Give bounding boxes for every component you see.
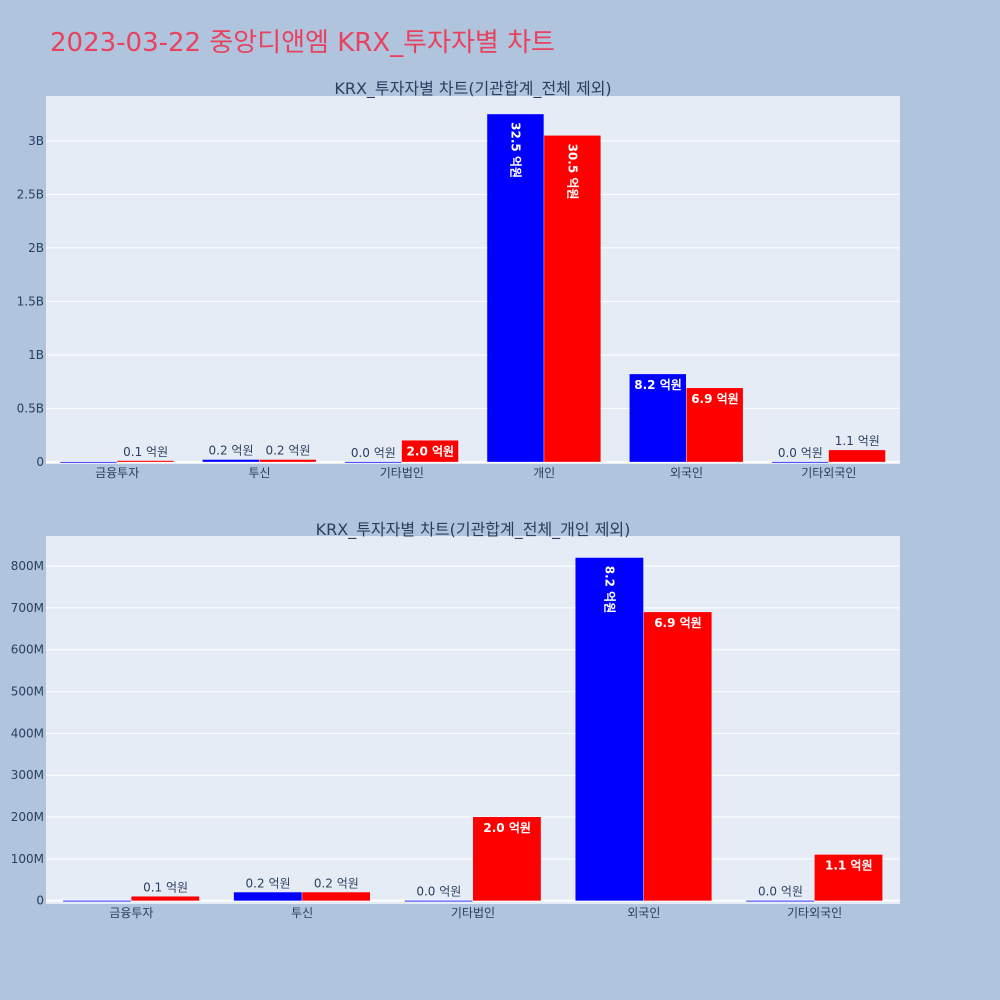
chart1-data-label: 6.9 억원 bbox=[691, 392, 739, 406]
chart2-bar bbox=[404, 900, 473, 902]
chart2-bar bbox=[233, 892, 302, 901]
chart2-bar bbox=[814, 854, 883, 901]
chart1-bar bbox=[344, 461, 402, 463]
chart2-x-tick-label: 기타외국인 bbox=[787, 906, 842, 920]
chart1-x-tick-label: 기타외국인 bbox=[801, 466, 856, 480]
chart2-y-tick-label: 500M bbox=[11, 685, 44, 699]
chart1-data-label: 8.2 억원 bbox=[634, 378, 682, 392]
chart1-y-tick-label: 3B bbox=[28, 134, 44, 148]
chart1-y-tick-label: 2B bbox=[28, 241, 44, 255]
chart1-x-tick-label: 금융투자 bbox=[95, 466, 139, 480]
chart1-title: KRX_투자자별 차트(기관합계_전체 제외) bbox=[334, 79, 611, 99]
chart2-y-tick-label: 300M bbox=[11, 768, 44, 782]
chart1-y-tick-label: 0 bbox=[36, 455, 44, 469]
chart1-data-label: 0.1 억원 bbox=[123, 445, 168, 459]
chart2-bar bbox=[131, 896, 200, 901]
chart2-bar bbox=[575, 557, 644, 901]
chart1-data-label: 0.2 억원 bbox=[209, 444, 254, 458]
chart2-y-tick-label: 600M bbox=[11, 643, 44, 657]
chart1-data-label: 1.1 억원 bbox=[835, 434, 880, 448]
chart1-data-label: 0.0 억원 bbox=[351, 446, 396, 460]
chart2-bar bbox=[63, 900, 131, 902]
chart2-x-tick-label: 외국인 bbox=[627, 906, 660, 920]
chart1-bar bbox=[771, 461, 829, 463]
chart2-data-label: 8.2 억원 bbox=[603, 566, 617, 614]
page-title: 2023-03-22 중앙디앤엠 KRX_투자자별 차트 bbox=[50, 28, 555, 58]
chart1-bar bbox=[487, 114, 544, 462]
chart1-data-label: 30.5 억원 bbox=[566, 144, 580, 200]
chart2-data-label: 2.0 억원 bbox=[483, 821, 531, 835]
chart2-title: KRX_투자자별 차트(기관합계_전체_개인 제외) bbox=[316, 520, 631, 540]
chart1-data-label: 0.0 억원 bbox=[778, 446, 823, 460]
chart2-y-tick-label: 200M bbox=[11, 810, 44, 824]
chart1-y-tick-label: 1.5B bbox=[17, 294, 44, 308]
chart1-data-label: 32.5 억원 bbox=[509, 122, 523, 178]
chart1-x-tick-label: 개인 bbox=[533, 466, 555, 480]
chart2-data-label: 0.1 억원 bbox=[143, 880, 188, 894]
chart2-x-tick-label: 기타법인 bbox=[451, 906, 495, 920]
chart1-bar bbox=[629, 374, 686, 462]
chart2-data-label: 6.9 억원 bbox=[654, 616, 702, 630]
chart2-data-label: 0.2 억원 bbox=[246, 876, 291, 890]
chart1-bar bbox=[828, 450, 886, 462]
chart1-plot-area bbox=[46, 96, 900, 464]
chart1-data-label: 2.0 억원 bbox=[407, 444, 455, 458]
chart2-bar bbox=[746, 900, 815, 902]
chart1-bar bbox=[401, 440, 459, 462]
chart2-y-tick-label: 800M bbox=[11, 559, 44, 573]
chart2-bar bbox=[302, 892, 371, 901]
chart1-bar bbox=[117, 460, 174, 462]
chart2-y-tick-label: 0 bbox=[36, 894, 44, 908]
chart1-y-tick-label: 2.5B bbox=[17, 187, 44, 201]
chart2-data-label: 0.2 억원 bbox=[314, 876, 359, 890]
chart2-y-tick-label: 100M bbox=[11, 852, 44, 866]
chart1-bar bbox=[259, 459, 316, 462]
chart2-data-label: 0.0 억원 bbox=[758, 885, 803, 899]
chart1-data-label: 0.2 억원 bbox=[265, 444, 310, 458]
chart2-data-label: 1.1 억원 bbox=[825, 859, 873, 873]
chart1-bar bbox=[686, 388, 743, 462]
chart1-x-tick-label: 외국인 bbox=[670, 466, 703, 480]
chart2-data-label: 0.0 억원 bbox=[416, 885, 461, 899]
chart2-bar bbox=[643, 612, 712, 901]
chart1-x-tick-label: 기타법인 bbox=[380, 466, 424, 480]
chart2-bar bbox=[473, 817, 541, 901]
chart1-bar bbox=[60, 461, 117, 463]
chart2-y-tick-label: 700M bbox=[11, 601, 44, 615]
chart2-x-tick-label: 금융투자 bbox=[109, 906, 153, 920]
chart2-y-tick-label: 400M bbox=[11, 726, 44, 740]
chart1-x-tick-label: 투신 bbox=[248, 466, 270, 480]
chart1-y-tick-label: 1B bbox=[28, 348, 44, 362]
chart1-bar bbox=[544, 135, 601, 462]
chart1-y-tick-label: 0.5B bbox=[17, 401, 44, 415]
chart2-x-tick-label: 투신 bbox=[291, 906, 313, 920]
chart1-bar bbox=[202, 459, 259, 462]
